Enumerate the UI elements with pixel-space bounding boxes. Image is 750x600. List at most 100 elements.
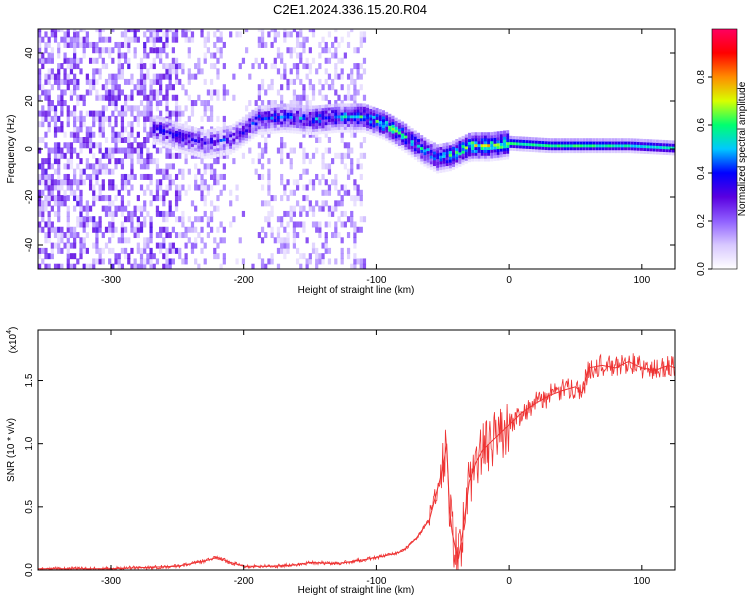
heatmap-noise-cell bbox=[359, 263, 363, 269]
heatmap-ridge-cell bbox=[152, 121, 156, 125]
heatmap-ridge-cell bbox=[404, 143, 408, 148]
heatmap-noise-cell bbox=[340, 253, 344, 260]
heatmap-ridge-cell bbox=[321, 104, 325, 109]
heatmap-ridge-cell bbox=[493, 148, 497, 153]
heatmap-ridge-cell bbox=[324, 104, 328, 108]
heatmap-noise-cell bbox=[308, 63, 312, 70]
heatmap-noise-cell bbox=[41, 205, 45, 212]
heatmap-ridge-cell bbox=[241, 142, 245, 147]
heatmap-ridge-cell bbox=[420, 135, 424, 139]
heatmap-ridge-cell bbox=[225, 148, 229, 153]
heatmap-ridge-cell bbox=[480, 152, 484, 156]
heatmap-noise-cell bbox=[47, 78, 51, 85]
heatmap-noise-cell bbox=[209, 226, 214, 233]
heatmap-ridge-cell bbox=[630, 149, 634, 154]
heatmap-noise-cell bbox=[120, 247, 125, 254]
heatmap-ridge-cell bbox=[289, 126, 293, 131]
heatmap-noise-cell bbox=[123, 110, 128, 117]
heatmap-noise-cell bbox=[165, 63, 169, 70]
heatmap-noise-cell bbox=[73, 110, 77, 117]
heatmap-ridge-cell bbox=[487, 155, 491, 159]
heatmap-noise-cell bbox=[53, 226, 58, 233]
heatmap-ridge-cell bbox=[665, 151, 669, 156]
heatmap-ridge-cell bbox=[668, 146, 672, 150]
heatmap-noise-cell bbox=[324, 242, 328, 249]
heatmap-ridge-cell bbox=[458, 160, 462, 164]
heatmap-noise-cell bbox=[98, 73, 102, 80]
heatmap-ridge-cell bbox=[190, 134, 194, 139]
heatmap-noise-cell bbox=[168, 247, 172, 254]
heatmap-ridge-cell bbox=[194, 130, 198, 134]
snr-x-tick-label: -100 bbox=[366, 576, 386, 587]
heatmap-noise-cell bbox=[57, 189, 61, 196]
heatmap-noise-cell bbox=[178, 78, 182, 85]
heatmap-noise-cell bbox=[295, 221, 300, 228]
heatmap-noise-cell bbox=[162, 195, 166, 202]
heatmap-noise-cell bbox=[280, 216, 284, 223]
heatmap-ridge-cell bbox=[343, 114, 347, 119]
heatmap-ridge-cell bbox=[235, 132, 239, 137]
heatmap-noise-cell bbox=[178, 63, 182, 70]
heatmap-noise-cell bbox=[295, 247, 300, 254]
heatmap-ridge-cell bbox=[343, 109, 347, 113]
heatmap-noise-cell bbox=[305, 195, 309, 202]
heatmap-ridge-cell bbox=[423, 157, 427, 161]
heatmap-noise-cell bbox=[73, 126, 77, 133]
heatmap-noise-cell bbox=[165, 89, 169, 96]
heatmap-noise-cell bbox=[356, 258, 360, 265]
heatmap-noise-cell bbox=[305, 210, 309, 217]
heatmap-ridge-cell bbox=[512, 147, 516, 151]
heatmap-ridge-cell bbox=[206, 140, 210, 145]
heatmap-noise-cell bbox=[276, 247, 281, 254]
heatmap-noise-cell bbox=[108, 73, 112, 80]
heatmap-noise-cell bbox=[47, 173, 51, 180]
heatmap-ridge-cell bbox=[515, 136, 519, 140]
heatmap-noise-cell bbox=[92, 258, 96, 265]
heatmap-ridge-cell bbox=[280, 115, 284, 119]
heatmap-ridge-cell bbox=[366, 130, 370, 134]
heatmap-noise-cell bbox=[270, 63, 274, 70]
heatmap-ridge-cell bbox=[350, 117, 354, 122]
heatmap-ridge-cell bbox=[652, 142, 656, 146]
heatmap-noise-cell bbox=[241, 152, 246, 159]
heatmap-ridge-cell bbox=[452, 154, 456, 159]
heatmap-noise-cell bbox=[98, 115, 102, 122]
heatmap-noise-cell bbox=[88, 163, 93, 170]
heatmap-ridge-cell bbox=[483, 143, 487, 148]
heatmap-noise-cell bbox=[47, 232, 51, 239]
heatmap-noise-cell bbox=[203, 168, 207, 175]
heatmap-noise-cell bbox=[327, 221, 332, 228]
heatmap-noise-cell bbox=[165, 168, 169, 175]
heatmap-ridge-cell bbox=[426, 162, 430, 166]
heatmap-ridge-cell bbox=[340, 114, 344, 119]
heatmap-ridge-cell bbox=[480, 143, 484, 148]
heatmap-ridge-cell bbox=[410, 139, 414, 144]
heatmap-ridge-cell bbox=[254, 116, 258, 120]
heatmap-ridge-cell bbox=[350, 106, 354, 110]
heatmap-ridge-cell bbox=[496, 148, 500, 152]
heatmap-noise-cell bbox=[143, 189, 147, 196]
heatmap-noise-cell bbox=[47, 36, 51, 43]
heatmap-noise-cell bbox=[76, 258, 80, 265]
heatmap-noise-cell bbox=[53, 263, 58, 269]
heatmap-ridge-cell bbox=[480, 158, 484, 162]
heatmap-noise-cell bbox=[235, 258, 239, 265]
heatmap-ridge-cell bbox=[506, 141, 510, 146]
heatmap-noise-cell bbox=[155, 179, 160, 186]
heatmap-ridge-cell bbox=[503, 139, 507, 143]
heatmap-ridge-cell bbox=[315, 128, 319, 132]
heatmap-ridge-cell bbox=[206, 135, 210, 139]
heatmap-noise-cell bbox=[299, 210, 303, 217]
heatmap-ridge-cell bbox=[273, 110, 277, 114]
heatmap-noise-cell bbox=[283, 247, 287, 254]
heatmap-ridge-cell bbox=[391, 135, 395, 140]
heatmap-noise-cell bbox=[123, 184, 128, 191]
heatmap-noise-cell bbox=[101, 29, 105, 33]
heatmap-noise-cell bbox=[165, 247, 169, 254]
heatmap-ridge-cell bbox=[397, 136, 401, 141]
heatmap-ridge-cell bbox=[458, 143, 462, 147]
heatmap-ridge-cell bbox=[483, 132, 487, 136]
heatmap-noise-cell bbox=[85, 247, 89, 254]
heatmap-noise-cell bbox=[104, 137, 109, 143]
heatmap-noise-cell bbox=[146, 94, 150, 101]
